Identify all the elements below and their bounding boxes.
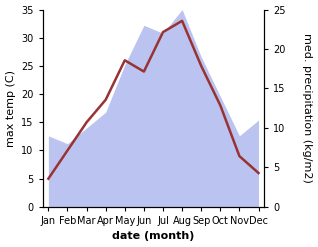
Y-axis label: med. precipitation (kg/m2): med. precipitation (kg/m2) (302, 33, 313, 183)
X-axis label: date (month): date (month) (112, 231, 195, 242)
Y-axis label: max temp (C): max temp (C) (5, 70, 16, 147)
